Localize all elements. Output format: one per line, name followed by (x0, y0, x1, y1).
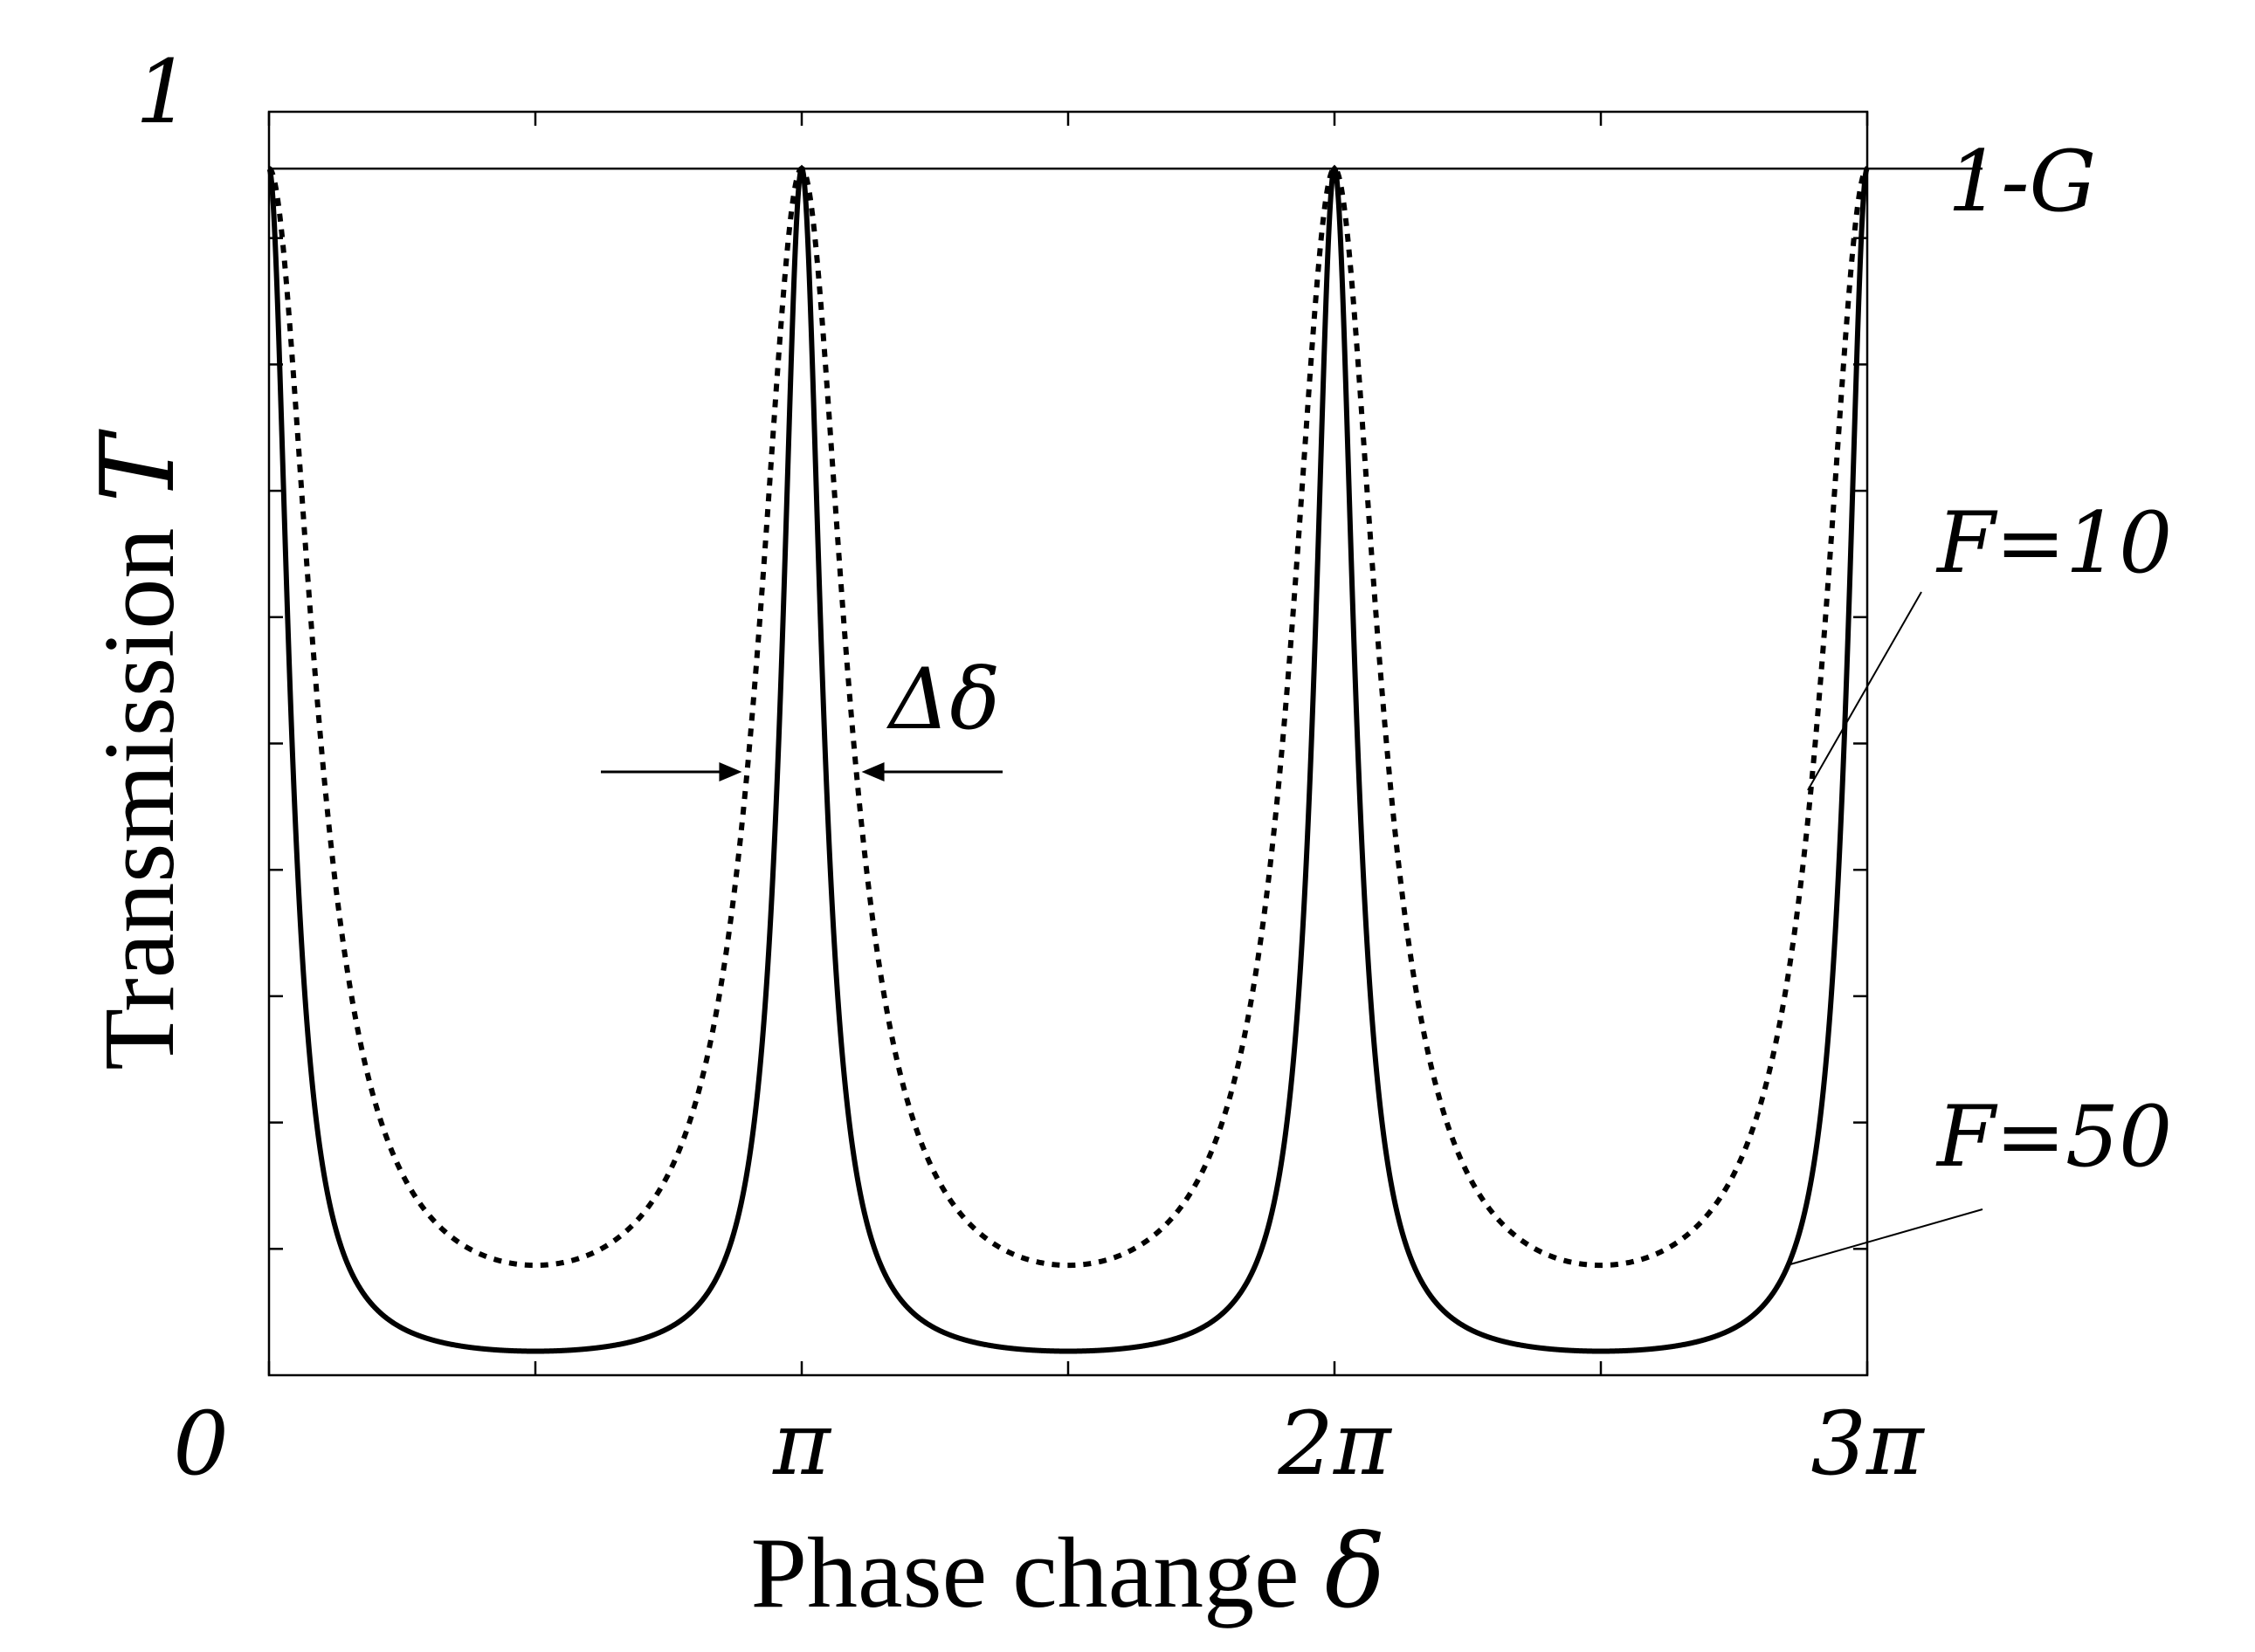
series-f10-leader-line (1807, 591, 1922, 791)
series-f50-line (266, 164, 1870, 1354)
x-axis-title: Phase change δ (751, 1513, 1386, 1631)
x-tick-label-2pi: 2π (1277, 1393, 1393, 1495)
y-axis-title-text: Transmission (84, 503, 196, 1070)
fwhm-label: Δδ (886, 650, 1000, 748)
y-axis-title-symbol: T (79, 429, 197, 503)
fwhm-left-arrowhead (719, 762, 742, 782)
x-axis-title-symbol: δ (1325, 1513, 1386, 1631)
fwhm-right-arrowhead (861, 762, 885, 782)
reference-line-label: 1-G (1948, 133, 2096, 231)
x-tick-label-3pi: 3π (1810, 1393, 1926, 1495)
fwhm-annotation: Δδ (601, 650, 1003, 782)
series-f50-leader-line (1790, 1208, 1983, 1265)
plot-frame (267, 110, 1869, 1377)
x-tick-label-pi: π (772, 1393, 832, 1495)
y-tick-label-1: 1 (135, 41, 191, 143)
series-f10-label: F=10 (1935, 494, 2172, 592)
x-axis-title-text: Phase change (751, 1518, 1325, 1629)
series-f50-label: F=50 (1935, 1088, 2172, 1186)
axis-ticks (267, 112, 1869, 1375)
x-tick-label-0: 0 (173, 1393, 229, 1495)
series-f10-line (267, 166, 1869, 1269)
y-axis-title: Transmission T (79, 429, 197, 1070)
